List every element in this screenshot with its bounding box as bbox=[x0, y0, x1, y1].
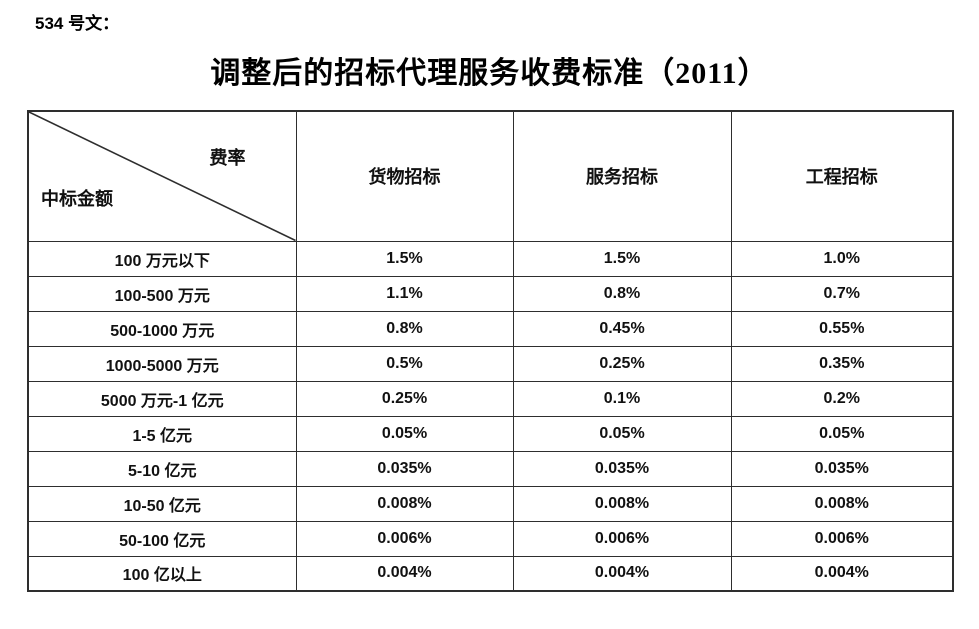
rate-cell: 0.008% bbox=[730, 485, 954, 522]
header-row: 费率 中标金额 货物招标 服务招标 工程招标 bbox=[27, 110, 954, 242]
rate-cell: 0.1% bbox=[512, 380, 732, 417]
amount-range-cell: 100 万元以下 bbox=[27, 240, 297, 277]
page-title: 调整后的招标代理服务收费标准（2011） bbox=[210, 57, 769, 90]
table-row: 100 亿以上 0.004% 0.004% 0.004% bbox=[27, 555, 954, 592]
rate-cell: 0.05% bbox=[512, 415, 732, 452]
rate-cell: 0.45% bbox=[512, 310, 732, 347]
rate-cell: 0.8% bbox=[295, 310, 514, 347]
fee-rate-table: 费率 中标金额 货物招标 服务招标 工程招标 100 万元以下 1.5% 1.5… bbox=[27, 110, 954, 592]
amount-range-cell: 100 亿以上 bbox=[27, 555, 297, 592]
rate-cell: 0.55% bbox=[730, 310, 954, 347]
table-row: 100 万元以下 1.5% 1.5% 1.0% bbox=[27, 240, 954, 277]
rate-cell: 0.035% bbox=[512, 450, 732, 487]
rate-cell: 0.25% bbox=[295, 380, 514, 417]
rate-cell: 1.5% bbox=[295, 240, 514, 277]
amount-range-cell: 100-500 万元 bbox=[27, 275, 297, 312]
rate-cell: 1.5% bbox=[512, 240, 732, 277]
rate-cell: 0.7% bbox=[730, 275, 954, 312]
rate-cell: 0.004% bbox=[295, 555, 514, 592]
amount-range-cell: 5000 万元-1 亿元 bbox=[27, 380, 297, 417]
table-row: 5-10 亿元 0.035% 0.035% 0.035% bbox=[27, 450, 954, 487]
rate-cell: 0.008% bbox=[512, 485, 732, 522]
amount-range-cell: 1-5 亿元 bbox=[27, 415, 297, 452]
rate-cell: 1.1% bbox=[295, 275, 514, 312]
table-row: 50-100 亿元 0.006% 0.006% 0.006% bbox=[27, 520, 954, 557]
diagonal-line bbox=[29, 112, 296, 241]
rate-cell: 0.25% bbox=[512, 345, 732, 382]
rate-cell: 0.05% bbox=[730, 415, 954, 452]
table-row: 10-50 亿元 0.008% 0.008% 0.008% bbox=[27, 485, 954, 522]
rate-cell: 0.8% bbox=[512, 275, 732, 312]
amount-range-cell: 500-1000 万元 bbox=[27, 310, 297, 347]
rate-cell: 0.5% bbox=[295, 345, 514, 382]
diagonal-corner-cell: 费率 中标金额 bbox=[27, 110, 297, 242]
corner-amount-label: 中标金额 bbox=[41, 188, 113, 209]
rate-cell: 0.008% bbox=[295, 485, 514, 522]
rate-cell: 1.0% bbox=[730, 240, 954, 277]
rate-cell: 0.05% bbox=[295, 415, 514, 452]
table-row: 5000 万元-1 亿元 0.25% 0.1% 0.2% bbox=[27, 380, 954, 417]
rate-cell: 0.004% bbox=[730, 555, 954, 592]
amount-range-cell: 5-10 亿元 bbox=[27, 450, 297, 487]
column-header-engineering: 工程招标 bbox=[730, 110, 954, 242]
rate-cell: 0.035% bbox=[730, 450, 954, 487]
rate-cell: 0.006% bbox=[295, 520, 514, 557]
table-row: 1000-5000 万元 0.5% 0.25% 0.35% bbox=[27, 345, 954, 382]
rate-cell: 0.006% bbox=[730, 520, 954, 557]
table-row: 1-5 亿元 0.05% 0.05% 0.05% bbox=[27, 415, 954, 452]
table-row: 500-1000 万元 0.8% 0.45% 0.55% bbox=[27, 310, 954, 347]
rate-cell: 0.35% bbox=[730, 345, 954, 382]
table-row: 100-500 万元 1.1% 0.8% 0.7% bbox=[27, 275, 954, 312]
amount-range-cell: 10-50 亿元 bbox=[27, 485, 297, 522]
rate-cell: 0.2% bbox=[730, 380, 954, 417]
rate-cell: 0.004% bbox=[512, 555, 732, 592]
rate-cell: 0.035% bbox=[295, 450, 514, 487]
amount-range-cell: 50-100 亿元 bbox=[27, 520, 297, 557]
column-header-goods: 货物招标 bbox=[295, 110, 514, 242]
doc-ref-label: 534 号文： bbox=[35, 14, 120, 33]
column-header-service: 服务招标 bbox=[512, 110, 732, 242]
corner-rate-label: 费率 bbox=[209, 148, 246, 168]
amount-range-cell: 1000-5000 万元 bbox=[27, 345, 297, 382]
rate-cell: 0.006% bbox=[512, 520, 732, 557]
